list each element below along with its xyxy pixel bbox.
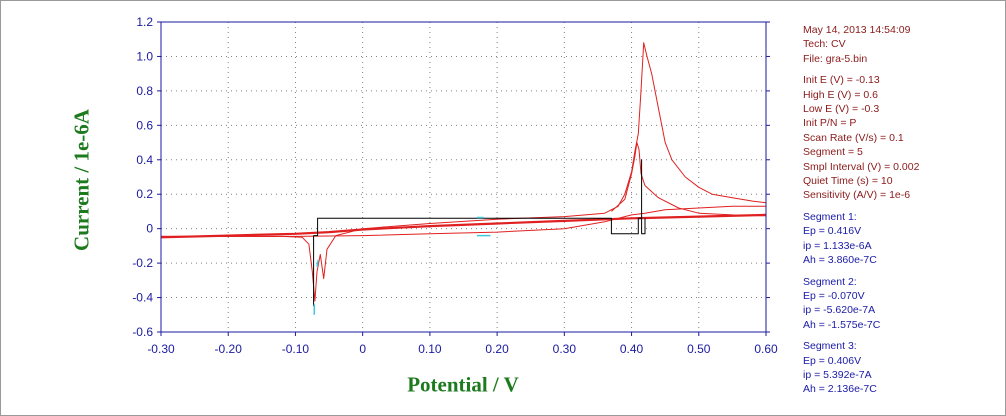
- y-tick-label: 0.6: [136, 118, 153, 132]
- x-tick-label: 0.30: [553, 342, 577, 356]
- x-tick-label: 0.40: [620, 342, 644, 356]
- segment-3-ip: ip = 5.392e-7A: [803, 368, 872, 381]
- plot-area-border: [160, 21, 767, 333]
- y-axis-title: Current / 1e-6A: [69, 109, 94, 251]
- param-segment: Segment = 5: [803, 146, 863, 159]
- param-init-e: Init E (V) = -0.13: [803, 74, 880, 87]
- x-tick-label: 0.20: [485, 342, 509, 356]
- marker-2: [316, 259, 320, 267]
- segment-1-ip: ip = 1.133e-6A: [803, 239, 872, 252]
- series-line-4: [160, 213, 767, 239]
- x-tick-label: 0.10: [418, 342, 442, 356]
- tech-label: Tech: CV: [803, 38, 846, 51]
- y-tick-label: 0: [146, 222, 153, 236]
- segment-1-ep: Ep = 0.416V: [803, 225, 862, 238]
- segment-1-ah: Ah = 3.860e-7C: [803, 254, 877, 267]
- date-time: May 14, 2013 14:54:09: [803, 24, 911, 36]
- x-tick-label: -0.10: [282, 342, 310, 356]
- segment-2-ah: Ah = -1.575e-7C: [803, 318, 881, 331]
- y-tick-label: 1.2: [136, 15, 153, 29]
- y-tick-label: 0.8: [136, 84, 153, 98]
- y-tick-label: 0.4: [136, 153, 153, 167]
- segment-2-ip: ip = -5.620e-7A: [803, 304, 876, 317]
- segment-2-title: Segment 2:: [803, 275, 857, 288]
- segment-3-ep: Ep = 0.406V: [803, 354, 862, 367]
- axis-ticks: -0.30 -0.20 -0.10 0 0.10 0.20 0.30 0.40 0.50 0.60…: [132, 15, 778, 356]
- series-line-3: [611, 142, 767, 217]
- series-line-5: [313, 159, 646, 307]
- y-tick-label: 0.2: [136, 187, 153, 201]
- series-line-1: [161, 42, 767, 302]
- param-sensitivity: Sensitivity (A/V) = 1e-6: [803, 189, 911, 202]
- param-scan-rate: Scan Rate (V/s) = 0.1: [803, 131, 904, 144]
- x-tick-label: 0.50: [687, 342, 711, 356]
- y-tick-label: -0.4: [132, 291, 153, 305]
- segment-3-ah: Ah = 2.136e-7C: [803, 383, 877, 396]
- info-panel: May 14, 2013 14:54:09 Tech: CV File: gra…: [803, 23, 919, 397]
- param-smpl-interval: Smpl Interval (V) = 0.002: [803, 160, 920, 173]
- series-group: [160, 42, 767, 315]
- segment-2-ep: Ep = -0.070V: [803, 289, 865, 302]
- segment-1-title: Segment 1:: [803, 210, 857, 223]
- param-init-pn: Init P/N = P: [803, 117, 857, 130]
- file-label: File: gra-5.bin: [803, 52, 868, 65]
- param-quiet-time: Quiet Time (s) = 10: [803, 175, 893, 188]
- x-tick-label: 0: [359, 342, 366, 356]
- segment-3-title: Segment 3:: [803, 340, 857, 353]
- param-low-e: Low E (V) = -0.3: [803, 103, 880, 116]
- series-line-2: [161, 205, 766, 237]
- x-tick-label: -0.20: [215, 342, 243, 356]
- y-tick-label: -0.6: [132, 325, 153, 339]
- param-high-e: High E (V) = 0.6: [803, 88, 878, 101]
- grid: [161, 22, 766, 332]
- x-axis-title: Potential / V: [407, 372, 519, 397]
- cv-plot: -0.30 -0.20 -0.10 0 0.10 0.20 0.30 0.40 0.50 0.60…: [132, 15, 778, 356]
- x-tick-label: 0.60: [754, 342, 778, 356]
- y-tick-label: 1.0: [136, 49, 153, 63]
- y-tick-label: -0.2: [132, 256, 153, 270]
- x-tick-label: -0.30: [147, 342, 175, 356]
